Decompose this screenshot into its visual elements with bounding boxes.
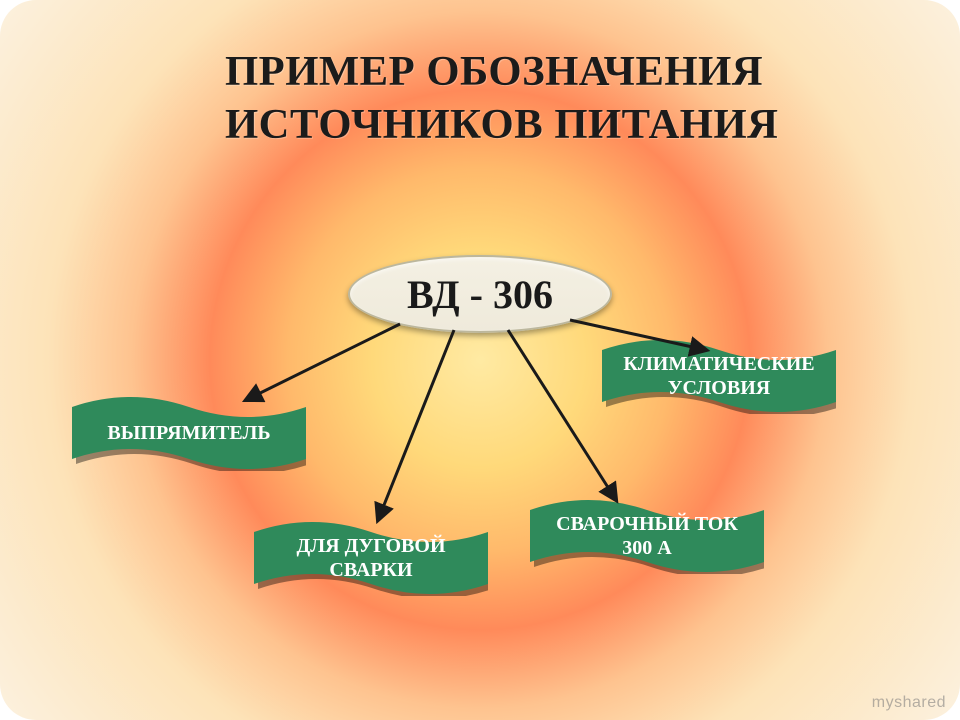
arrow-to-current	[508, 330, 616, 500]
watermark: myshared	[872, 694, 946, 712]
banner-climate: КЛИМАТИЧЕСКИЕ УСЛОВИЯ	[602, 338, 836, 414]
center-node-label: ВД - 306	[407, 271, 553, 318]
banner-current: СВАРОЧНЫЙ ТОК 300 А	[530, 498, 764, 574]
banner-rectifier: ВЫПРЯМИТЕЛЬ	[72, 395, 306, 471]
arrow-to-rectifier	[246, 324, 400, 400]
slide-title: ПРИМЕР ОБОЗНАЧЕНИЯ ИСТОЧНИКОВ ПИТАНИЯ	[225, 45, 795, 152]
banner-label: ВЫПРЯМИТЕЛЬ	[107, 421, 270, 445]
slide-background: ПРИМЕР ОБОЗНАЧЕНИЯ ИСТОЧНИКОВ ПИТАНИЯ ВД…	[0, 0, 960, 720]
arrow-to-arc	[378, 330, 454, 520]
banner-arc: ДЛЯ ДУГОВОЙ СВАРКИ	[254, 520, 488, 596]
banner-label: ДЛЯ ДУГОВОЙ СВАРКИ	[296, 534, 445, 582]
center-node: ВД - 306	[348, 255, 612, 333]
banner-label: КЛИМАТИЧЕСКИЕ УСЛОВИЯ	[623, 352, 814, 400]
banner-label: СВАРОЧНЫЙ ТОК 300 А	[556, 512, 738, 560]
